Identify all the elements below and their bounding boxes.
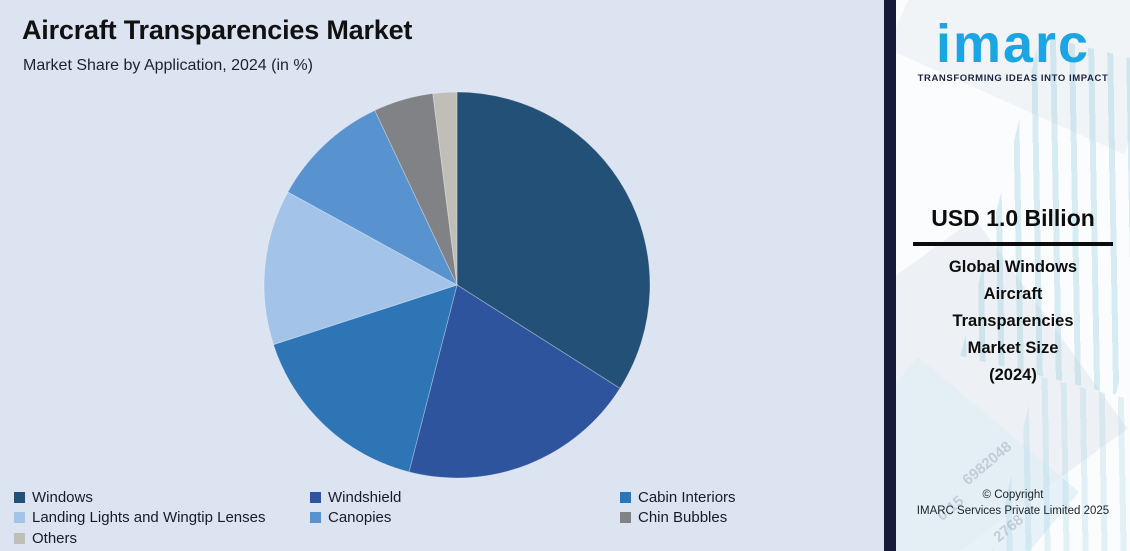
imarc-logo: imarc: [935, 14, 1091, 74]
pie-chart: [263, 91, 651, 479]
legend-item: Windows: [14, 487, 310, 508]
copyright-line: © Copyright: [982, 489, 1044, 501]
pie-slice-chin-bubbles: [374, 93, 458, 286]
legend-item: Windshield: [310, 487, 620, 508]
sidebar-content: imarc TRANSFORMING IDEAS INTO IMPACT USD…: [896, 0, 1130, 551]
pie-slice-others: [432, 91, 458, 286]
legend-swatch: [14, 512, 25, 524]
legend-label: Others: [32, 529, 78, 547]
legend-swatch: [620, 512, 631, 524]
copyright: © Copyright IMARC Services Private Limit…: [896, 488, 1130, 519]
market-size-label: Global Windows Aircraft Transparencies M…: [896, 254, 1130, 389]
legend-label: Chin Bubbles: [638, 509, 728, 527]
legend-item: Landing Lights and Wingtip Lenses: [14, 508, 310, 529]
page-title: Aircraft Transparencies Market: [22, 15, 413, 45]
legend-label: Landing Lights and Wingtip Lenses: [32, 509, 266, 527]
brand-tagline: TRANSFORMING IDEAS INTO IMPACT: [917, 73, 1109, 84]
pie-slice-canopies: [287, 109, 458, 286]
accent-stripe: [884, 0, 896, 551]
legend-item: Canopies: [310, 508, 620, 529]
legend-label: Cabin Interiors: [638, 488, 736, 506]
market-size-label-line: Aircraft: [983, 285, 1043, 303]
legend-swatch: [310, 491, 321, 503]
pie-chart-container: [263, 91, 651, 479]
market-size-label-line: Market Size: [967, 339, 1059, 357]
market-size-block: USD 1.0 Billion Global Windows Aircraft …: [896, 205, 1130, 389]
page-subtitle: Market Share by Application, 2024 (in %): [23, 57, 313, 74]
pie-slice-windshield: [408, 284, 621, 479]
legend-swatch: [14, 491, 25, 503]
copyright-line: IMARC Services Private Limited 2025: [916, 505, 1110, 517]
chart-area: Aircraft Transparencies Market Market Sh…: [14, 15, 874, 549]
legend-label: Canopies: [328, 509, 392, 527]
divider: [913, 242, 1113, 246]
market-size-label-line: Transparencies: [952, 312, 1074, 330]
legend-label: Windows: [32, 488, 93, 506]
market-size-value: USD 1.0 Billion: [931, 205, 1095, 231]
legend-item: Others: [14, 528, 310, 549]
pie-slice-cabin-interiors: [272, 284, 458, 473]
legend-swatch: [310, 512, 321, 524]
pie-slice-landing-lights-and-wingtip-lenses: [263, 191, 459, 346]
sidebar: 6982048 0.15 2768 imarc TRANSFORMING IDE…: [896, 0, 1130, 551]
legend-item: Cabin Interiors: [620, 487, 874, 508]
legend-swatch: [620, 491, 631, 503]
brand-block: imarc TRANSFORMING IDEAS INTO IMPACT: [896, 16, 1130, 84]
legend: Windows Windshield Cabin Interiors Landing …: [14, 487, 874, 549]
legend-swatch: [14, 532, 25, 544]
legend-label: Windshield: [328, 488, 402, 506]
market-size-label-line: Global Windows: [948, 258, 1078, 276]
pie-slice-windows: [456, 91, 651, 389]
legend-item: Chin Bubbles: [620, 508, 874, 529]
market-size-label-line: (2024): [989, 366, 1037, 384]
